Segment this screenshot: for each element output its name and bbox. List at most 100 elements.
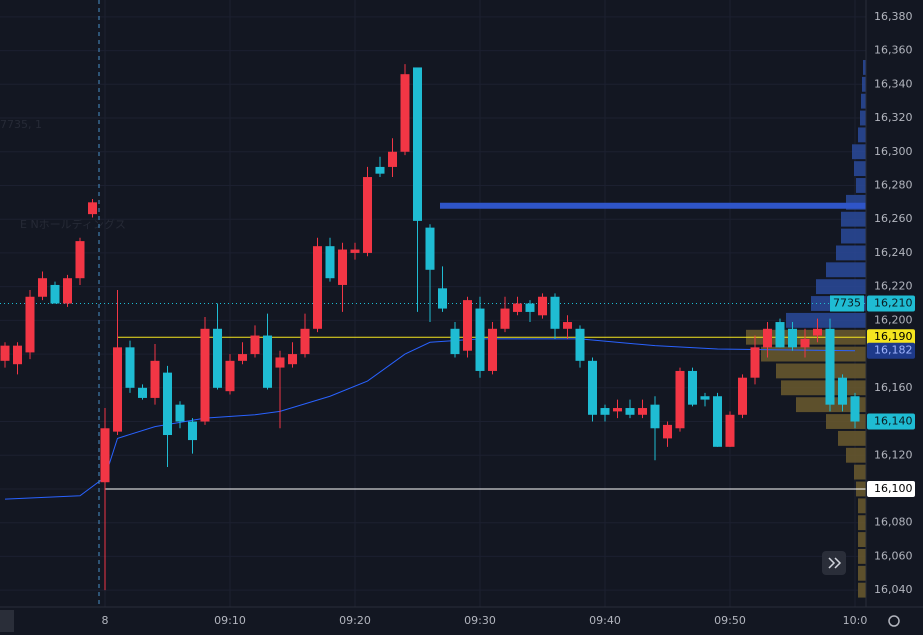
candle-body: [850, 396, 860, 422]
symbol-tag-bg: [830, 295, 864, 312]
y-tick-label: 16,280: [874, 178, 913, 191]
volume-profile-bar: [761, 346, 866, 362]
candle-body: [525, 303, 535, 312]
watermark-symbol: 7735, 1: [0, 118, 42, 131]
candle-body: [488, 328, 497, 371]
volume-profile-bar: [858, 515, 866, 531]
candle-body: [163, 372, 172, 436]
candle-body: [675, 370, 685, 429]
candle-body: [225, 360, 235, 392]
x-tick-label: 10:0: [843, 614, 868, 627]
price-tag-label: 16,190: [874, 330, 913, 343]
volume-profile-bar: [863, 60, 866, 75]
price-tag-bg: [867, 413, 915, 430]
candle-body: [88, 202, 97, 215]
candle-body: [188, 421, 197, 441]
candle-body: [638, 408, 647, 415]
candle-body: [738, 377, 747, 415]
candle-body: [250, 335, 260, 355]
candle-body: [388, 151, 397, 167]
x-tick-label: 09:20: [339, 614, 371, 627]
candle-body: [575, 328, 585, 361]
volume-profile-bar: [861, 93, 866, 109]
candle-body: [550, 296, 560, 329]
candle-body: [450, 328, 460, 355]
candle-body: [25, 296, 35, 353]
y-tick-label: 16,240: [874, 246, 913, 259]
y-tick-label: 16,060: [874, 549, 913, 562]
candle-body: [288, 354, 297, 365]
candle-body: [138, 387, 147, 398]
candle-body: [425, 227, 435, 270]
price-tag-label: 16,100: [874, 482, 913, 495]
volume-profile-bar: [796, 397, 866, 413]
volume-profile-bar: [858, 127, 866, 143]
y-tick-label: 16,360: [874, 44, 913, 57]
candle-body: [63, 278, 72, 304]
volume-profile-bar: [776, 363, 866, 379]
symbol-tag: 7735: [833, 297, 861, 310]
volume-profile-bar: [826, 414, 866, 429]
candle-body: [813, 328, 822, 336]
candle-body: [300, 328, 310, 355]
volume-profile-bar: [858, 582, 866, 598]
price-tag-bg: [867, 295, 915, 312]
y-tick-label: 16,260: [874, 212, 913, 225]
candle-body: [100, 428, 110, 483]
candle-body: [363, 177, 372, 253]
candle-body: [150, 360, 160, 398]
price-tag-label: 16,210: [874, 297, 913, 310]
candle-body: [725, 414, 735, 447]
candle-body: [375, 166, 385, 174]
candle-body: [438, 288, 447, 309]
y-tick-label: 16,200: [874, 313, 913, 326]
candle-body: [563, 322, 572, 329]
volume-profile-bar: [862, 76, 866, 92]
volume-profile-bar: [816, 279, 866, 295]
price-tag-bg: [867, 329, 915, 346]
volume-profile-bar: [858, 498, 866, 514]
x-tick-label: 8: [102, 614, 109, 627]
price-tag-label: 16,182: [874, 344, 913, 357]
candle-body: [838, 377, 847, 405]
x-tick-label: 09:30: [464, 614, 496, 627]
y-tick-label: 16,300: [874, 145, 913, 158]
candle-body: [713, 396, 722, 447]
price-tag-bg: [867, 342, 915, 359]
y-tick-label: 16,080: [874, 516, 913, 529]
candle-body: [775, 322, 785, 348]
y-tick-label: 16,320: [874, 111, 913, 124]
candle-body: [800, 338, 810, 348]
settings-button[interactable]: [888, 615, 900, 627]
candle-body: [75, 241, 85, 279]
candle-body: [475, 308, 485, 371]
volume-profile-bar: [854, 464, 866, 480]
candle-body: [350, 249, 360, 253]
candle-body: [613, 408, 622, 412]
candle-body: [700, 396, 710, 400]
volume-profile-bar: [852, 144, 866, 160]
x-tick-label: 09:10: [214, 614, 246, 627]
candle-body: [113, 347, 122, 432]
candle-body: [825, 328, 835, 405]
volume-profile-bar: [841, 211, 866, 227]
candle-body: [650, 404, 660, 429]
volume-profile-bar: [826, 262, 866, 278]
y-tick-label: 16,160: [874, 381, 913, 394]
candle-body: [588, 360, 597, 415]
volume-profile-bar: [854, 161, 866, 177]
candle-body: [688, 370, 697, 405]
candle-body: [763, 328, 772, 348]
volume-profile-bar: [841, 228, 866, 244]
candle-body: [500, 308, 510, 329]
volume-profile-bar: [860, 110, 866, 126]
y-tick-label: 16,040: [874, 583, 913, 596]
candle-body: [788, 328, 797, 348]
chevron-icon: [828, 557, 842, 569]
candle-body: [213, 328, 222, 388]
candle-body: [125, 347, 135, 388]
candle-body: [200, 328, 210, 422]
candle-body: [50, 284, 60, 304]
candle-body: [175, 404, 185, 422]
candle-body: [38, 278, 47, 297]
